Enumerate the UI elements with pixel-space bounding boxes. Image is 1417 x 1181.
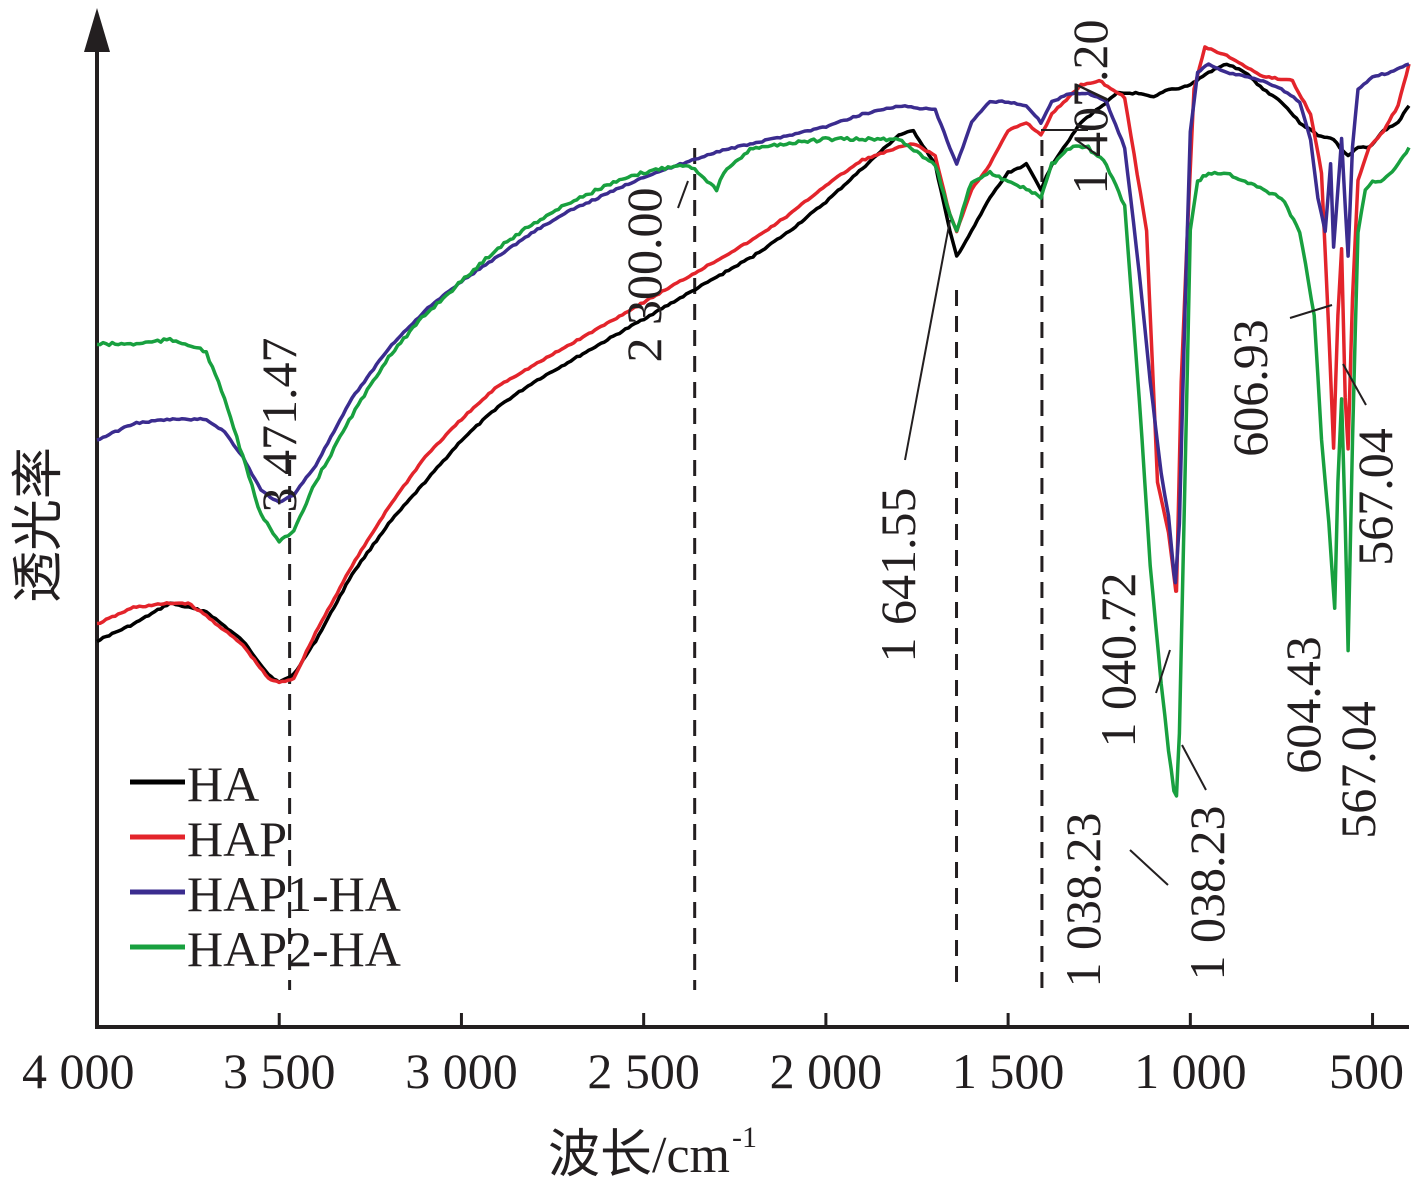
leader-line-7 bbox=[1342, 363, 1367, 406]
x-axis-title-superscript: -1 bbox=[732, 1121, 757, 1154]
x-axis-ticks bbox=[95, 1013, 1375, 1027]
annotation-label-1: 2 300.00 bbox=[616, 188, 672, 363]
leader-line-1 bbox=[904, 219, 951, 461]
annotation-label-6: 1 038.23 bbox=[1179, 806, 1235, 981]
x-tick-label-1500: 1 500 bbox=[952, 1043, 1065, 1099]
series-line-hap2-ha bbox=[96, 135, 1411, 798]
x-tick-label-2500: 2 500 bbox=[587, 1043, 700, 1099]
x-tick-label-500: 500 bbox=[1329, 1043, 1404, 1099]
annotation-leader-lines bbox=[677, 129, 1367, 886]
series-group bbox=[96, 45, 1411, 798]
annotation-label-9: 604.43 bbox=[1275, 636, 1331, 774]
x-tick-label-3500: 3 500 bbox=[223, 1043, 336, 1099]
annotation-label-10: 567.04 bbox=[1330, 701, 1386, 839]
leader-line-6 bbox=[1289, 304, 1333, 319]
series-line-hap1-ha bbox=[96, 62, 1410, 585]
x-tick-label-3000: 3 000 bbox=[405, 1043, 518, 1099]
annotation-label-3: 1 407.20 bbox=[1062, 20, 1118, 195]
annotation-label-4: 1 040.72 bbox=[1090, 573, 1146, 748]
legend-item-ha: HA bbox=[130, 756, 259, 812]
annotation-label-0: 3 471.47 bbox=[251, 338, 307, 513]
legend-label-ha: HA bbox=[187, 756, 259, 812]
series-line-ha bbox=[96, 62, 1411, 685]
series-line-hap bbox=[96, 45, 1411, 685]
legend-item-hap: HAP bbox=[130, 811, 287, 867]
annotation-label-8: 567.04 bbox=[1347, 428, 1403, 566]
y-axis-title: 透光率 bbox=[11, 447, 68, 603]
annotation-label-5: 1 038.23 bbox=[1055, 813, 1111, 988]
legend-label-hap: HAP bbox=[187, 811, 287, 867]
annotation-labels: 3 471.47 2 300.00 1 641.55 1 407.20 1 040.72… bbox=[251, 20, 1403, 988]
x-axis-title: 波长/cm bbox=[548, 1127, 730, 1181]
annotation-label-2: 1 641.55 bbox=[870, 488, 926, 663]
annotation-label-7: 606.93 bbox=[1222, 319, 1278, 457]
leader-line-0 bbox=[677, 180, 689, 209]
y-axis-arrow-icon bbox=[84, 8, 110, 52]
leader-line-5 bbox=[1181, 744, 1207, 791]
x-tick-label-4000: 4 000 bbox=[22, 1043, 135, 1099]
leader-line-4 bbox=[1129, 849, 1169, 886]
x-tick-label-1000: 1 000 bbox=[1134, 1043, 1247, 1099]
x-axis-tick-labels: 4 000 3 500 3 000 2 500 2 000 1 500 1 000 500 bbox=[22, 1043, 1404, 1099]
leader-line-3 bbox=[1155, 649, 1171, 694]
legend-item-hap2-ha: HAP2-HA bbox=[130, 921, 401, 977]
legend-item-hap1-ha: HAP1-HA bbox=[130, 866, 401, 922]
legend-label-hap1-ha: HAP1-HA bbox=[187, 866, 401, 922]
legend: HA HAP HAP1-HA HAP2-HA bbox=[130, 756, 401, 977]
legend-label-hap2-ha: HAP2-HA bbox=[187, 921, 401, 977]
x-tick-label-2000: 2 000 bbox=[770, 1043, 883, 1099]
